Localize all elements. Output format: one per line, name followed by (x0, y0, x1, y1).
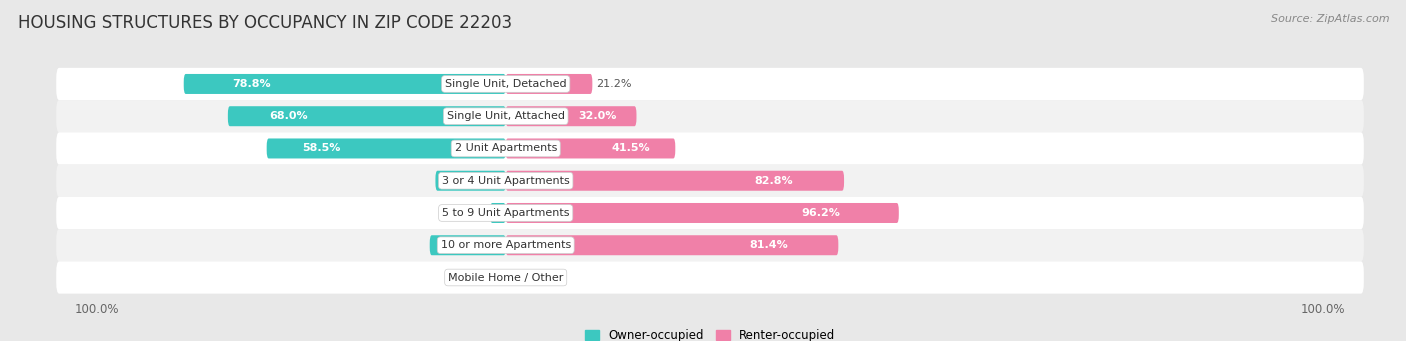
Text: Mobile Home / Other: Mobile Home / Other (449, 272, 564, 282)
FancyBboxPatch shape (56, 229, 1364, 261)
FancyBboxPatch shape (506, 203, 898, 223)
Text: 96.2%: 96.2% (801, 208, 839, 218)
FancyBboxPatch shape (506, 171, 844, 191)
Text: 0.0%: 0.0% (474, 272, 502, 282)
FancyBboxPatch shape (430, 235, 506, 255)
FancyBboxPatch shape (184, 74, 506, 94)
FancyBboxPatch shape (228, 106, 506, 126)
FancyBboxPatch shape (56, 68, 1364, 100)
Text: 3 or 4 Unit Apartments: 3 or 4 Unit Apartments (441, 176, 569, 186)
FancyBboxPatch shape (491, 203, 506, 223)
FancyBboxPatch shape (506, 106, 637, 126)
Text: 58.5%: 58.5% (302, 144, 340, 153)
Text: HOUSING STRUCTURES BY OCCUPANCY IN ZIP CODE 22203: HOUSING STRUCTURES BY OCCUPANCY IN ZIP C… (18, 14, 512, 32)
FancyBboxPatch shape (506, 235, 838, 255)
Text: 3.8%: 3.8% (458, 208, 486, 218)
Text: 82.8%: 82.8% (755, 176, 793, 186)
Legend: Owner-occupied, Renter-occupied: Owner-occupied, Renter-occupied (579, 324, 841, 341)
Text: Single Unit, Attached: Single Unit, Attached (447, 111, 565, 121)
Text: 17.2%: 17.2% (446, 176, 485, 186)
FancyBboxPatch shape (56, 132, 1364, 165)
FancyBboxPatch shape (56, 261, 1364, 294)
Text: Source: ZipAtlas.com: Source: ZipAtlas.com (1271, 14, 1389, 24)
Text: 81.4%: 81.4% (749, 240, 789, 250)
Text: 5 to 9 Unit Apartments: 5 to 9 Unit Apartments (441, 208, 569, 218)
FancyBboxPatch shape (267, 138, 506, 159)
Text: 10 or more Apartments: 10 or more Apartments (440, 240, 571, 250)
Text: 32.0%: 32.0% (578, 111, 617, 121)
FancyBboxPatch shape (436, 171, 506, 191)
Text: 0.0%: 0.0% (510, 272, 538, 282)
Text: 41.5%: 41.5% (612, 144, 650, 153)
FancyBboxPatch shape (56, 197, 1364, 229)
FancyBboxPatch shape (506, 74, 592, 94)
FancyBboxPatch shape (56, 165, 1364, 197)
Text: 2 Unit Apartments: 2 Unit Apartments (454, 144, 557, 153)
Text: 18.6%: 18.6% (441, 240, 479, 250)
Text: 21.2%: 21.2% (596, 79, 631, 89)
Text: 68.0%: 68.0% (270, 111, 308, 121)
FancyBboxPatch shape (506, 138, 675, 159)
Text: Single Unit, Detached: Single Unit, Detached (444, 79, 567, 89)
FancyBboxPatch shape (56, 100, 1364, 132)
Text: 78.8%: 78.8% (232, 79, 270, 89)
